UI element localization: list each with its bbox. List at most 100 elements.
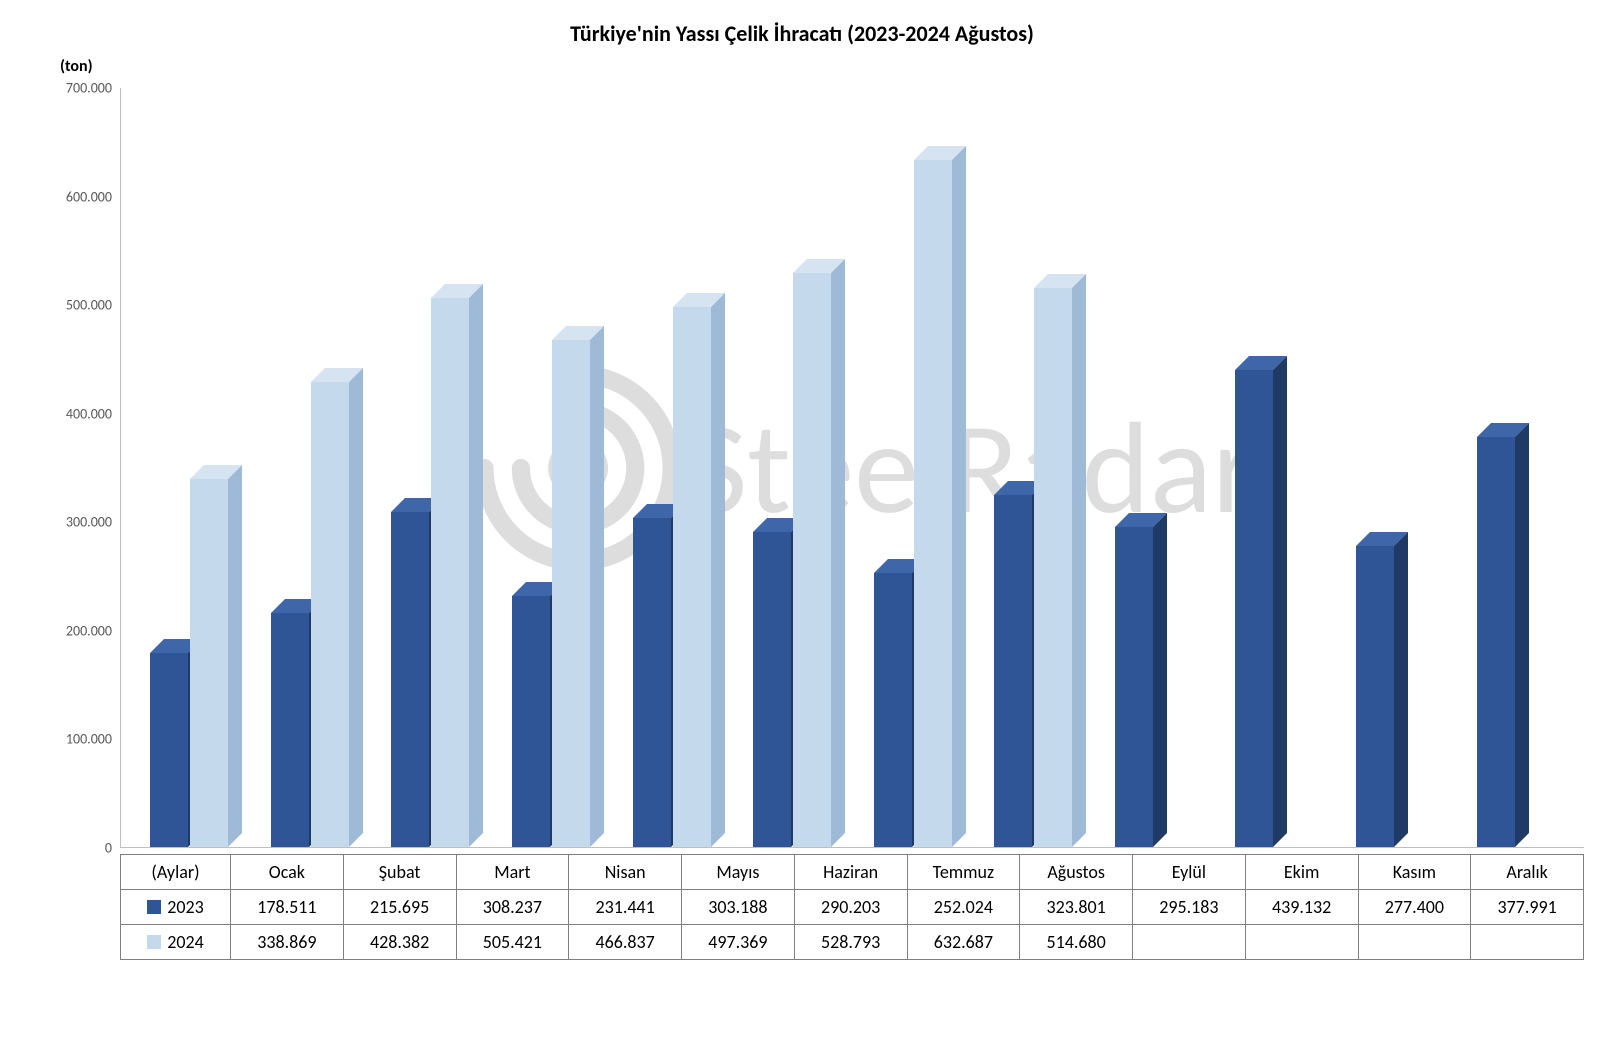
bar-side (1072, 288, 1086, 847)
bar-side (1515, 437, 1529, 847)
month-header-cell: Nisan (569, 855, 682, 890)
series-name: 2024 (167, 931, 204, 953)
value-cell: 439.132 (1245, 890, 1358, 925)
value-cell: 308.237 (456, 890, 569, 925)
plot-row: 0100.000200.000300.000400.000500.000600.… (20, 88, 1584, 848)
value-cell: 215.695 (343, 890, 456, 925)
bar-front (633, 518, 671, 847)
bar (311, 382, 349, 847)
value-cell: 466.837 (569, 925, 682, 960)
bar-side (469, 298, 483, 847)
bar-side (831, 273, 845, 847)
value-cell: 178.511 (231, 890, 344, 925)
bar-front (1235, 370, 1273, 847)
month-header-cell: Kasım (1358, 855, 1471, 890)
bar-side (228, 479, 242, 847)
bar-top (1356, 532, 1394, 546)
y-tick-label: 100.000 (66, 731, 112, 748)
bar (914, 160, 952, 847)
bar-top (512, 582, 550, 596)
value-cell: 514.680 (1020, 925, 1133, 960)
bar-top (1034, 274, 1072, 288)
bar-top (633, 504, 671, 518)
bar-top (431, 284, 469, 298)
legend-swatch (147, 935, 161, 949)
bar-top (1477, 423, 1515, 437)
data-table: (Aylar)OcakŞubatMartNisanMayısHaziranTem… (120, 854, 1584, 960)
value-cell: 295.183 (1133, 890, 1246, 925)
bar-front (1034, 288, 1072, 847)
bar-top (552, 326, 590, 340)
bar (753, 532, 791, 847)
bar-top (190, 465, 228, 479)
value-cell: 497.369 (682, 925, 795, 960)
y-tick-label: 300.000 (66, 514, 112, 531)
value-cell: 303.188 (682, 890, 795, 925)
bar-top (311, 368, 349, 382)
month-group (370, 88, 491, 847)
series-label-cell: 2024 (121, 925, 231, 960)
bar (1235, 370, 1273, 847)
bar (391, 512, 429, 847)
value-cell: 632.687 (907, 925, 1020, 960)
chart-container: Türkiye'nin Yassı Çelik İhracatı (2023-2… (20, 20, 1584, 960)
bar-side (1273, 370, 1287, 847)
month-group (250, 88, 371, 847)
month-group (852, 88, 973, 847)
value-cell: 290.203 (794, 890, 907, 925)
series-label-cell: 2023 (121, 890, 231, 925)
value-cell (1358, 925, 1471, 960)
bar (994, 495, 1032, 847)
bar-side (711, 307, 725, 847)
value-cell: 252.024 (907, 890, 1020, 925)
bar-top (914, 146, 952, 160)
value-cell (1245, 925, 1358, 960)
month-header-cell: Aralık (1471, 855, 1584, 890)
table-row: 2023178.511215.695308.237231.441303.1882… (121, 890, 1584, 925)
bar-front (793, 273, 831, 847)
month-header-cell: Temmuz (907, 855, 1020, 890)
chart-title: Türkiye'nin Yassı Çelik İhracatı (2023-2… (20, 20, 1584, 47)
bar-side (1153, 527, 1167, 847)
bar (512, 596, 550, 847)
bar-top (391, 498, 429, 512)
month-group (1335, 88, 1456, 847)
y-axis: 0100.000200.000300.000400.000500.000600.… (20, 88, 120, 848)
bar-front (994, 495, 1032, 847)
month-group (973, 88, 1094, 847)
bar-front (1115, 527, 1153, 847)
bars-layer (121, 88, 1584, 847)
bar (1034, 288, 1072, 847)
month-group (491, 88, 612, 847)
month-group (1455, 88, 1576, 847)
legend-swatch (147, 900, 161, 914)
value-cell (1133, 925, 1246, 960)
value-cell: 323.801 (1020, 890, 1133, 925)
bar-front (914, 160, 952, 847)
value-cell: 277.400 (1358, 890, 1471, 925)
month-group (1214, 88, 1335, 847)
bar-front (512, 596, 550, 847)
month-group (611, 88, 732, 847)
bar-top (673, 293, 711, 307)
value-cell: 231.441 (569, 890, 682, 925)
month-group (129, 88, 250, 847)
bar-front (874, 573, 912, 847)
bar (793, 273, 831, 847)
bar-front (271, 613, 309, 847)
bar-front (391, 512, 429, 847)
month-group (732, 88, 853, 847)
y-tick-label: 700.000 (66, 80, 112, 97)
bar-side (1394, 546, 1408, 847)
bar-top (271, 599, 309, 613)
bar-top (1115, 513, 1153, 527)
value-cell (1471, 925, 1584, 960)
month-header-cell: Ekim (1245, 855, 1358, 890)
bar-front (190, 479, 228, 847)
months-axis-label: (Aylar) (121, 855, 231, 890)
month-group (1094, 88, 1215, 847)
bar (431, 298, 469, 847)
bar (1356, 546, 1394, 847)
bar-front (673, 307, 711, 847)
table-row: 2024338.869428.382505.421466.837497.3695… (121, 925, 1584, 960)
